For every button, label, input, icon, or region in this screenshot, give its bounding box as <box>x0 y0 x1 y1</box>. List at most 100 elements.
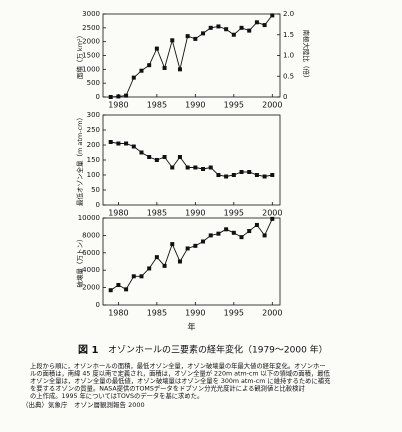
data-point <box>262 233 267 238</box>
x-tick-label: 1980 <box>108 309 128 318</box>
y-tick-label: 500 <box>87 79 100 87</box>
data-point <box>270 13 275 18</box>
data-point <box>201 31 206 36</box>
data-point <box>193 36 198 41</box>
data-point <box>231 173 236 177</box>
y-tick-label: 2000 <box>82 38 100 46</box>
x-tick-label: 1980 <box>108 101 128 110</box>
data-point <box>131 75 136 80</box>
data-point <box>239 170 244 174</box>
data-point <box>247 170 252 174</box>
data-point <box>231 32 236 37</box>
y-axis-label: 面積（万 km²） <box>75 32 84 79</box>
data-point <box>108 140 113 144</box>
data-point <box>201 239 206 244</box>
data-line <box>110 141 273 177</box>
plot-frame <box>102 114 281 206</box>
data-line <box>110 218 273 291</box>
data-point <box>224 227 229 232</box>
x-tick-label: 1990 <box>185 209 205 218</box>
figure-label: 図 1 <box>78 344 98 356</box>
y-tick-label: 6000 <box>82 249 100 257</box>
y-tick-label: 2000 <box>82 284 100 292</box>
data-point <box>116 282 121 287</box>
data-point <box>116 94 121 99</box>
plot-frame <box>102 217 281 306</box>
data-point <box>185 165 190 170</box>
data-point <box>139 150 144 155</box>
data-point <box>254 20 259 25</box>
data-point <box>247 28 252 33</box>
data-point <box>231 230 236 235</box>
y-axis-label: 最低オゾン全量（m atm-cm） <box>75 114 84 206</box>
x-tick-label: 1995 <box>224 101 244 110</box>
data-point <box>270 216 275 221</box>
data-point <box>239 235 244 240</box>
data-point <box>170 38 175 43</box>
data-point <box>201 167 206 171</box>
data-point <box>177 155 182 159</box>
data-point <box>239 25 244 30</box>
data-point <box>224 27 229 32</box>
y-tick-label: 0 <box>96 93 100 101</box>
x-tick-label: 1995 <box>224 309 244 318</box>
y-tick-label: 50 <box>91 186 100 194</box>
caption-line: 上段から順に，オゾンホールの面積，最低オゾン全量，オゾン破壊量の年最大値の経年変… <box>30 361 326 370</box>
data-point <box>193 165 198 170</box>
data-point <box>139 274 144 279</box>
x-tick-label: 2000 <box>262 209 282 218</box>
y2-axis-label: 南極大陸比（倍） <box>302 30 311 82</box>
data-point <box>162 263 167 268</box>
x-tick-label: 1985 <box>147 209 167 218</box>
x-tick-label: 2000 <box>262 309 282 318</box>
data-point <box>193 243 198 248</box>
data-point <box>124 93 129 98</box>
data-point <box>224 174 229 179</box>
x-tick-label: 1990 <box>185 309 205 318</box>
y-tick-label: 2500 <box>82 24 100 32</box>
data-point <box>177 259 182 264</box>
y2-tick-label: 0 <box>283 93 287 101</box>
data-point <box>270 173 275 177</box>
caption-line: オゾン全量は，オゾン全量の最低値，オゾン破壊量はオゾン全量を 300m atm-… <box>30 376 331 385</box>
x-axis-label: 年 <box>188 322 196 332</box>
data-point <box>177 67 182 72</box>
y-tick-label: 0 <box>96 301 100 309</box>
data-point <box>208 25 213 30</box>
x-tick-label: 1990 <box>185 101 205 110</box>
data-point <box>216 24 221 29</box>
data-point <box>208 233 213 238</box>
data-point <box>170 242 175 247</box>
data-point <box>131 274 136 279</box>
data-point <box>154 158 159 162</box>
y-tick-label: 4000 <box>82 266 100 274</box>
y-tick-label: 150 <box>87 156 100 164</box>
data-point <box>216 231 221 236</box>
y2-tick-label: 1.0 <box>283 52 294 60</box>
y-tick-label: 250 <box>87 126 100 134</box>
data-point <box>108 95 113 99</box>
data-point <box>262 23 267 28</box>
y-tick-label: 300 <box>87 111 100 119</box>
source: （出典）気象庁 オゾン層観測報告 2000 <box>22 400 145 409</box>
data-point <box>208 165 213 170</box>
data-point <box>124 287 129 292</box>
y-tick-label: 10000 <box>78 214 100 222</box>
data-line <box>110 15 273 98</box>
x-tick-label: 1985 <box>147 101 167 110</box>
y-tick-label: 200 <box>87 141 100 149</box>
x-tick-label: 1995 <box>224 209 244 218</box>
data-point <box>108 288 113 293</box>
data-point <box>147 155 152 159</box>
data-point <box>139 68 144 73</box>
data-point <box>154 255 159 260</box>
data-point <box>131 144 136 149</box>
data-point <box>185 34 190 39</box>
data-point <box>254 222 259 227</box>
data-point <box>154 46 159 51</box>
caption-line: の上作成。1995 年についてはTOVSのデータを基に求めた。 <box>30 391 203 400</box>
figure-title: オゾンホールの三要素の経年変化（1979〜2000 年） <box>108 344 328 356</box>
data-point <box>262 174 267 179</box>
caption-line: を要するオゾンの質量。NASA提供のTOMSデータをドブソン分光光度計による観測… <box>30 384 305 393</box>
